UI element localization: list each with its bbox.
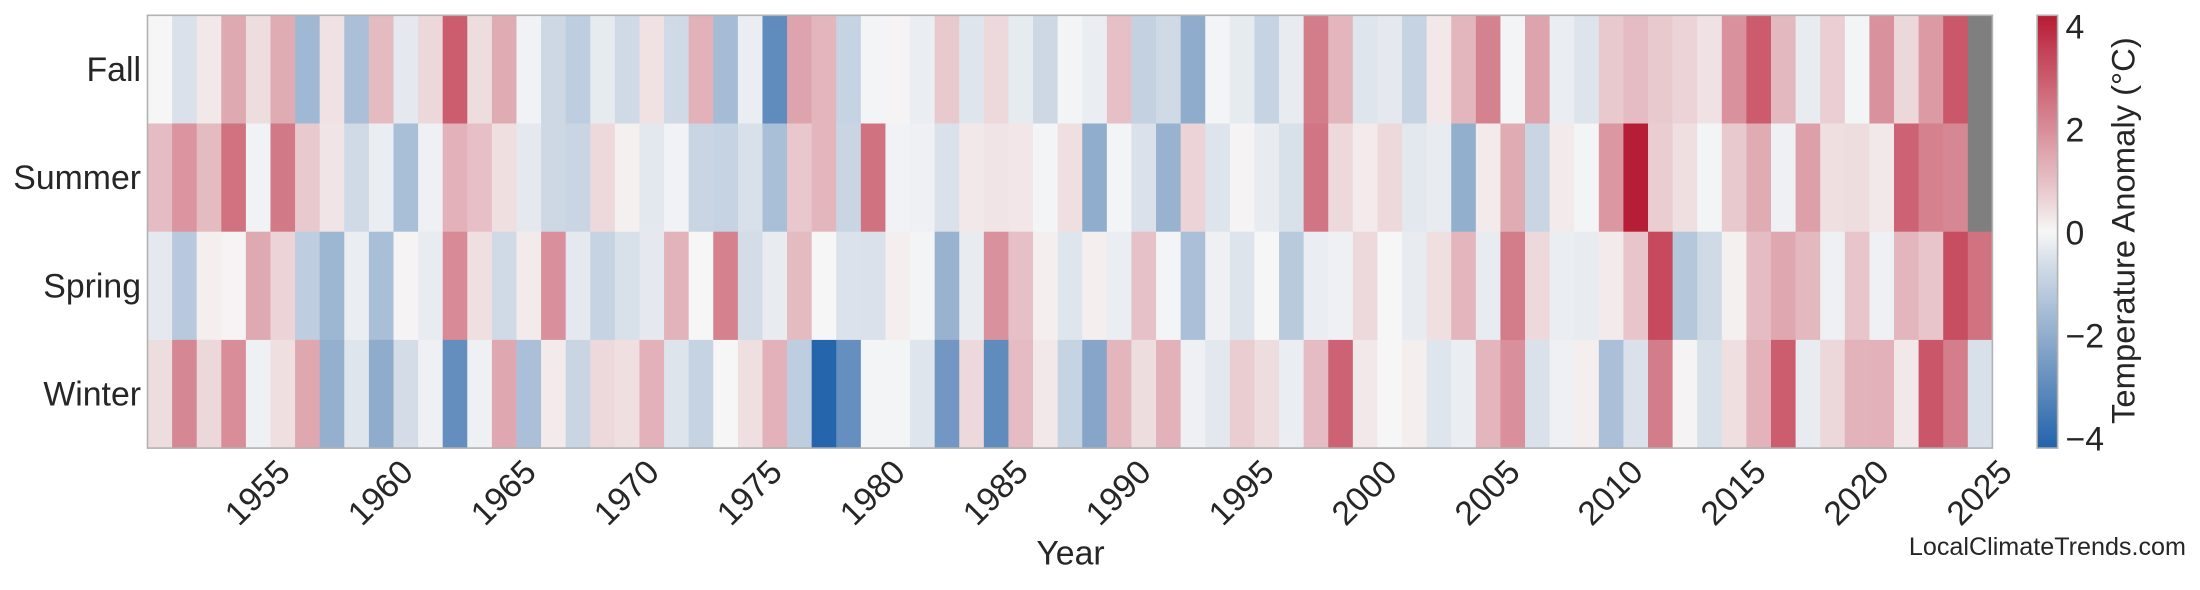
- svg-text:Temperature Anomaly (°C): Temperature Anomaly (°C): [2105, 37, 2142, 424]
- svg-text:0: 0: [2066, 215, 2085, 253]
- svg-text:LocalClimateTrends.com: LocalClimateTrends.com: [1909, 533, 2186, 561]
- svg-text:Summer: Summer: [13, 159, 141, 197]
- svg-text:Spring: Spring: [43, 267, 141, 305]
- svg-text:Winter: Winter: [43, 376, 141, 414]
- svg-text:−4: −4: [2066, 421, 2105, 459]
- svg-text:4: 4: [2066, 9, 2085, 47]
- svg-text:Fall: Fall: [87, 51, 141, 89]
- svg-text:2: 2: [2066, 112, 2085, 150]
- svg-text:−2: −2: [2066, 318, 2105, 356]
- svg-text:Year: Year: [1036, 534, 1104, 572]
